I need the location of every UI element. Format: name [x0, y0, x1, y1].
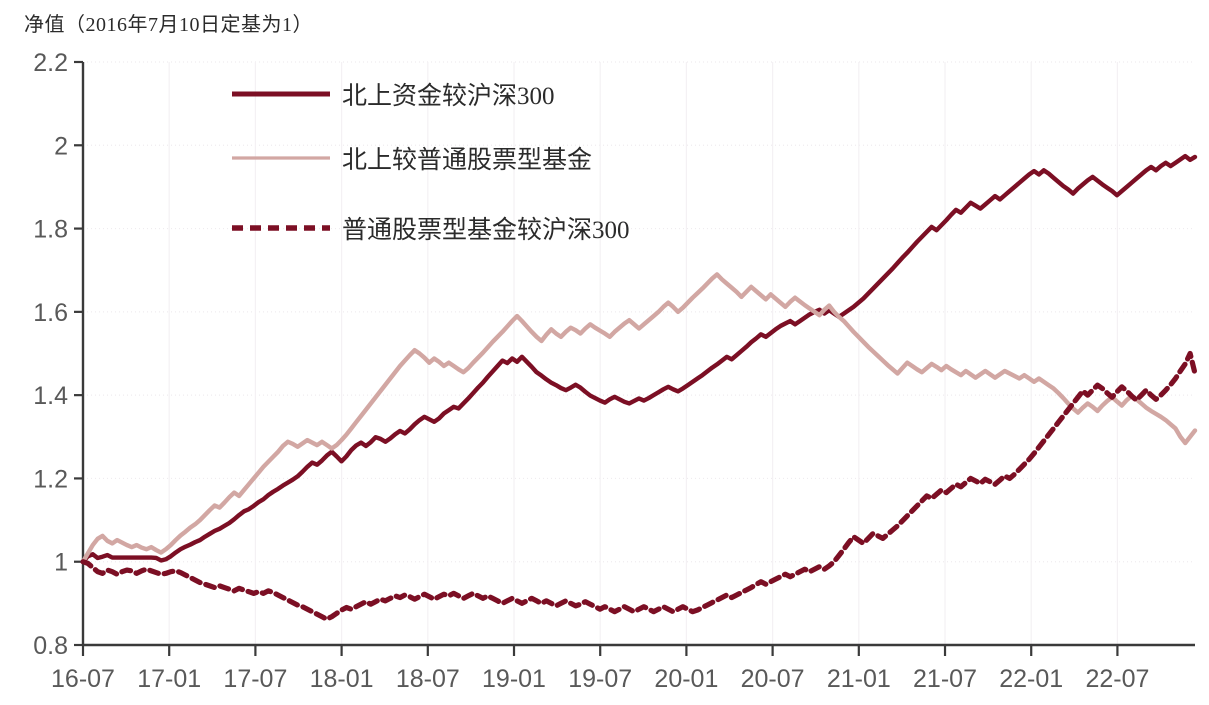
gridlines [83, 61, 1195, 645]
svg-text:17-07: 17-07 [223, 665, 287, 693]
svg-text:16-07: 16-07 [51, 665, 115, 693]
svg-text:0.8: 0.8 [33, 632, 68, 660]
svg-text:18-07: 18-07 [396, 665, 460, 693]
svg-text:21-07: 21-07 [913, 665, 977, 693]
legend-label-3: 普通股票型基金较沪深300 [342, 216, 630, 244]
data-series [80, 153, 1198, 622]
chart-title: 净值（2016年7月10日定基为1） [24, 14, 313, 36]
svg-text:1: 1 [54, 549, 68, 577]
series-line-3 [80, 350, 1198, 622]
series-line-2 [80, 272, 1198, 564]
svg-text:17-01: 17-01 [137, 665, 201, 693]
series-line-1 [80, 153, 1198, 564]
x-axis-tick-labels: 16-07 17-01 17-07 18-01 18-07 19-01 19-07 20-01… [51, 665, 1149, 693]
svg-text:1.8: 1.8 [33, 216, 68, 244]
axes [74, 60, 1195, 656]
svg-text:20-01: 20-01 [654, 665, 718, 693]
legend-label-2: 北上较普通股票型基金 [342, 146, 592, 174]
svg-text:2: 2 [54, 132, 68, 160]
svg-text:19-07: 19-07 [568, 665, 632, 693]
svg-text:1.2: 1.2 [33, 465, 68, 493]
svg-text:22-01: 22-01 [999, 665, 1063, 693]
legend-label-1: 北上资金较沪深300 [342, 82, 555, 110]
svg-text:1.4: 1.4 [33, 382, 68, 410]
svg-text:22-07: 22-07 [1085, 665, 1149, 693]
svg-text:21-01: 21-01 [827, 665, 891, 693]
svg-text:1.6: 1.6 [33, 299, 68, 327]
svg-text:19-01: 19-01 [482, 665, 546, 693]
svg-text:20-07: 20-07 [741, 665, 805, 693]
y-axis-tick-labels: 0.8 1 1.2 1.4 1.6 1.8 2 2.2 [33, 49, 68, 660]
svg-text:2.2: 2.2 [33, 49, 68, 77]
svg-text:18-01: 18-01 [310, 665, 374, 693]
